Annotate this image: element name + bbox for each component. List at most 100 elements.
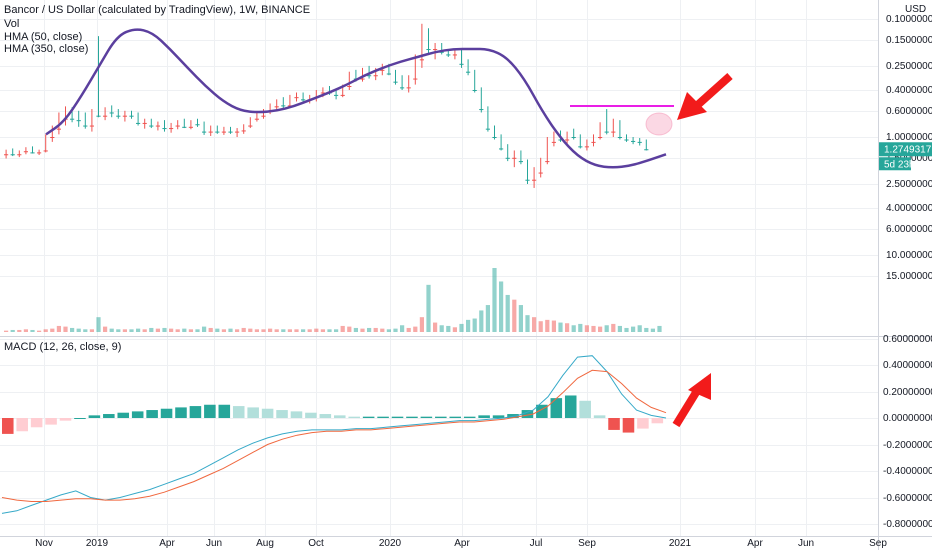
price-tick-label: 15.00000000 [886, 271, 932, 282]
candle-body [70, 118, 75, 120]
macd-histogram-bar [492, 415, 505, 418]
candle-body [182, 126, 187, 128]
time-label: Apr [159, 538, 175, 549]
volume-bar [37, 330, 42, 332]
time-label: Sep [578, 538, 596, 549]
volume-legend: Vol [4, 18, 20, 30]
volume-bar [116, 329, 121, 332]
candle-body [188, 126, 193, 128]
macd-histogram-bar [637, 418, 649, 429]
volume-bar [466, 319, 471, 332]
macd-histogram-bar [348, 416, 360, 418]
volume-bar [373, 327, 378, 332]
candle-body [195, 124, 200, 126]
volume-bar [571, 325, 576, 332]
candle-body [96, 115, 101, 117]
candle-body [439, 51, 444, 53]
macd-histogram-bar [59, 418, 72, 421]
volume-bar [175, 329, 180, 332]
volume-bar [23, 329, 28, 332]
macd-histogram-bar [117, 412, 130, 418]
candle-body [485, 128, 490, 130]
volume-bar [446, 325, 451, 332]
candle-body [340, 94, 345, 96]
macd-tick-label: 0.60000000 [883, 334, 932, 345]
hma-line [45, 28, 667, 169]
macd-histogram-bar [377, 416, 389, 418]
volume-bar [327, 329, 332, 332]
candle-body [611, 131, 616, 133]
candle-body [591, 141, 596, 143]
macd-histogram-bar [2, 418, 14, 434]
time-label: Jun [206, 538, 222, 549]
macd-histogram-bar [319, 414, 332, 418]
macd-tick-label: -0.80000000 [883, 519, 932, 530]
annotation-arrow-head [677, 92, 707, 120]
volume-bar [617, 325, 622, 332]
chart-title: Bancor / US Dollar (calculated by Tradin… [4, 4, 311, 16]
candle-body [30, 152, 35, 154]
volume-bar [96, 317, 101, 332]
volume-bar [334, 329, 339, 332]
macd-histogram-bar [362, 416, 375, 418]
volume-bar [485, 305, 490, 332]
macd-histogram-bar [463, 416, 476, 418]
volume-bar [545, 319, 550, 332]
axis-layer: 15.00000000 10.00000000 6.00000000 4.000000… [35, 0, 932, 549]
volume-bar [228, 328, 233, 332]
volume-bar [149, 327, 154, 332]
candle-body [400, 87, 405, 89]
volume-bar [472, 318, 477, 332]
macd-histogram-bar [290, 411, 303, 418]
candle-body [221, 131, 226, 133]
macd-histogram-bar [622, 418, 635, 433]
candle-body [558, 139, 563, 141]
candle-body [598, 137, 603, 138]
volume-bar [499, 281, 504, 332]
volume-bar [294, 329, 299, 332]
macd-histogram-bar [536, 404, 548, 418]
volume-bar [261, 329, 266, 332]
volume-bar [591, 325, 596, 332]
candle-body [532, 179, 537, 181]
candle-body [287, 105, 292, 107]
volume-bar [155, 328, 160, 332]
volume-bar [400, 325, 405, 332]
volume-bar [314, 328, 319, 332]
volume-bar [83, 329, 88, 332]
price-tick-label: 0.10000000 [886, 14, 932, 25]
macd-histogram-bar [247, 407, 259, 418]
volume-bar [221, 329, 226, 332]
volume-bar [162, 327, 167, 332]
candle-body [37, 152, 42, 154]
volume-bar [644, 327, 649, 332]
candle-body [426, 49, 431, 51]
macd-tick-label: 0.40000000 [883, 360, 932, 371]
macd-histogram-bar [391, 416, 404, 418]
candle-body [155, 125, 160, 127]
price-tick-label: 1.00000000 [886, 132, 932, 143]
candle-body [109, 112, 114, 114]
volume-bar [657, 325, 662, 332]
volume-bar [360, 328, 365, 332]
countdown-label: 5d 23h [884, 159, 915, 170]
volume-bar [202, 326, 207, 332]
macd-tick-label: 0.20000000 [883, 387, 932, 398]
time-label: Aug [256, 538, 274, 549]
macd-tick-label: -0.40000000 [883, 466, 932, 477]
candle-body [83, 125, 88, 127]
volume-bar [479, 310, 484, 332]
candle-body [89, 125, 94, 127]
candle-body [10, 154, 15, 156]
volume-bar [611, 323, 616, 332]
volume-bar [169, 328, 174, 332]
volume-bar [538, 321, 543, 332]
volume-bar [248, 328, 253, 332]
volume-bar [70, 327, 75, 332]
candle-body [347, 86, 352, 88]
candle-body [17, 154, 22, 156]
candle-body [551, 141, 556, 143]
volume-bar [419, 317, 424, 332]
